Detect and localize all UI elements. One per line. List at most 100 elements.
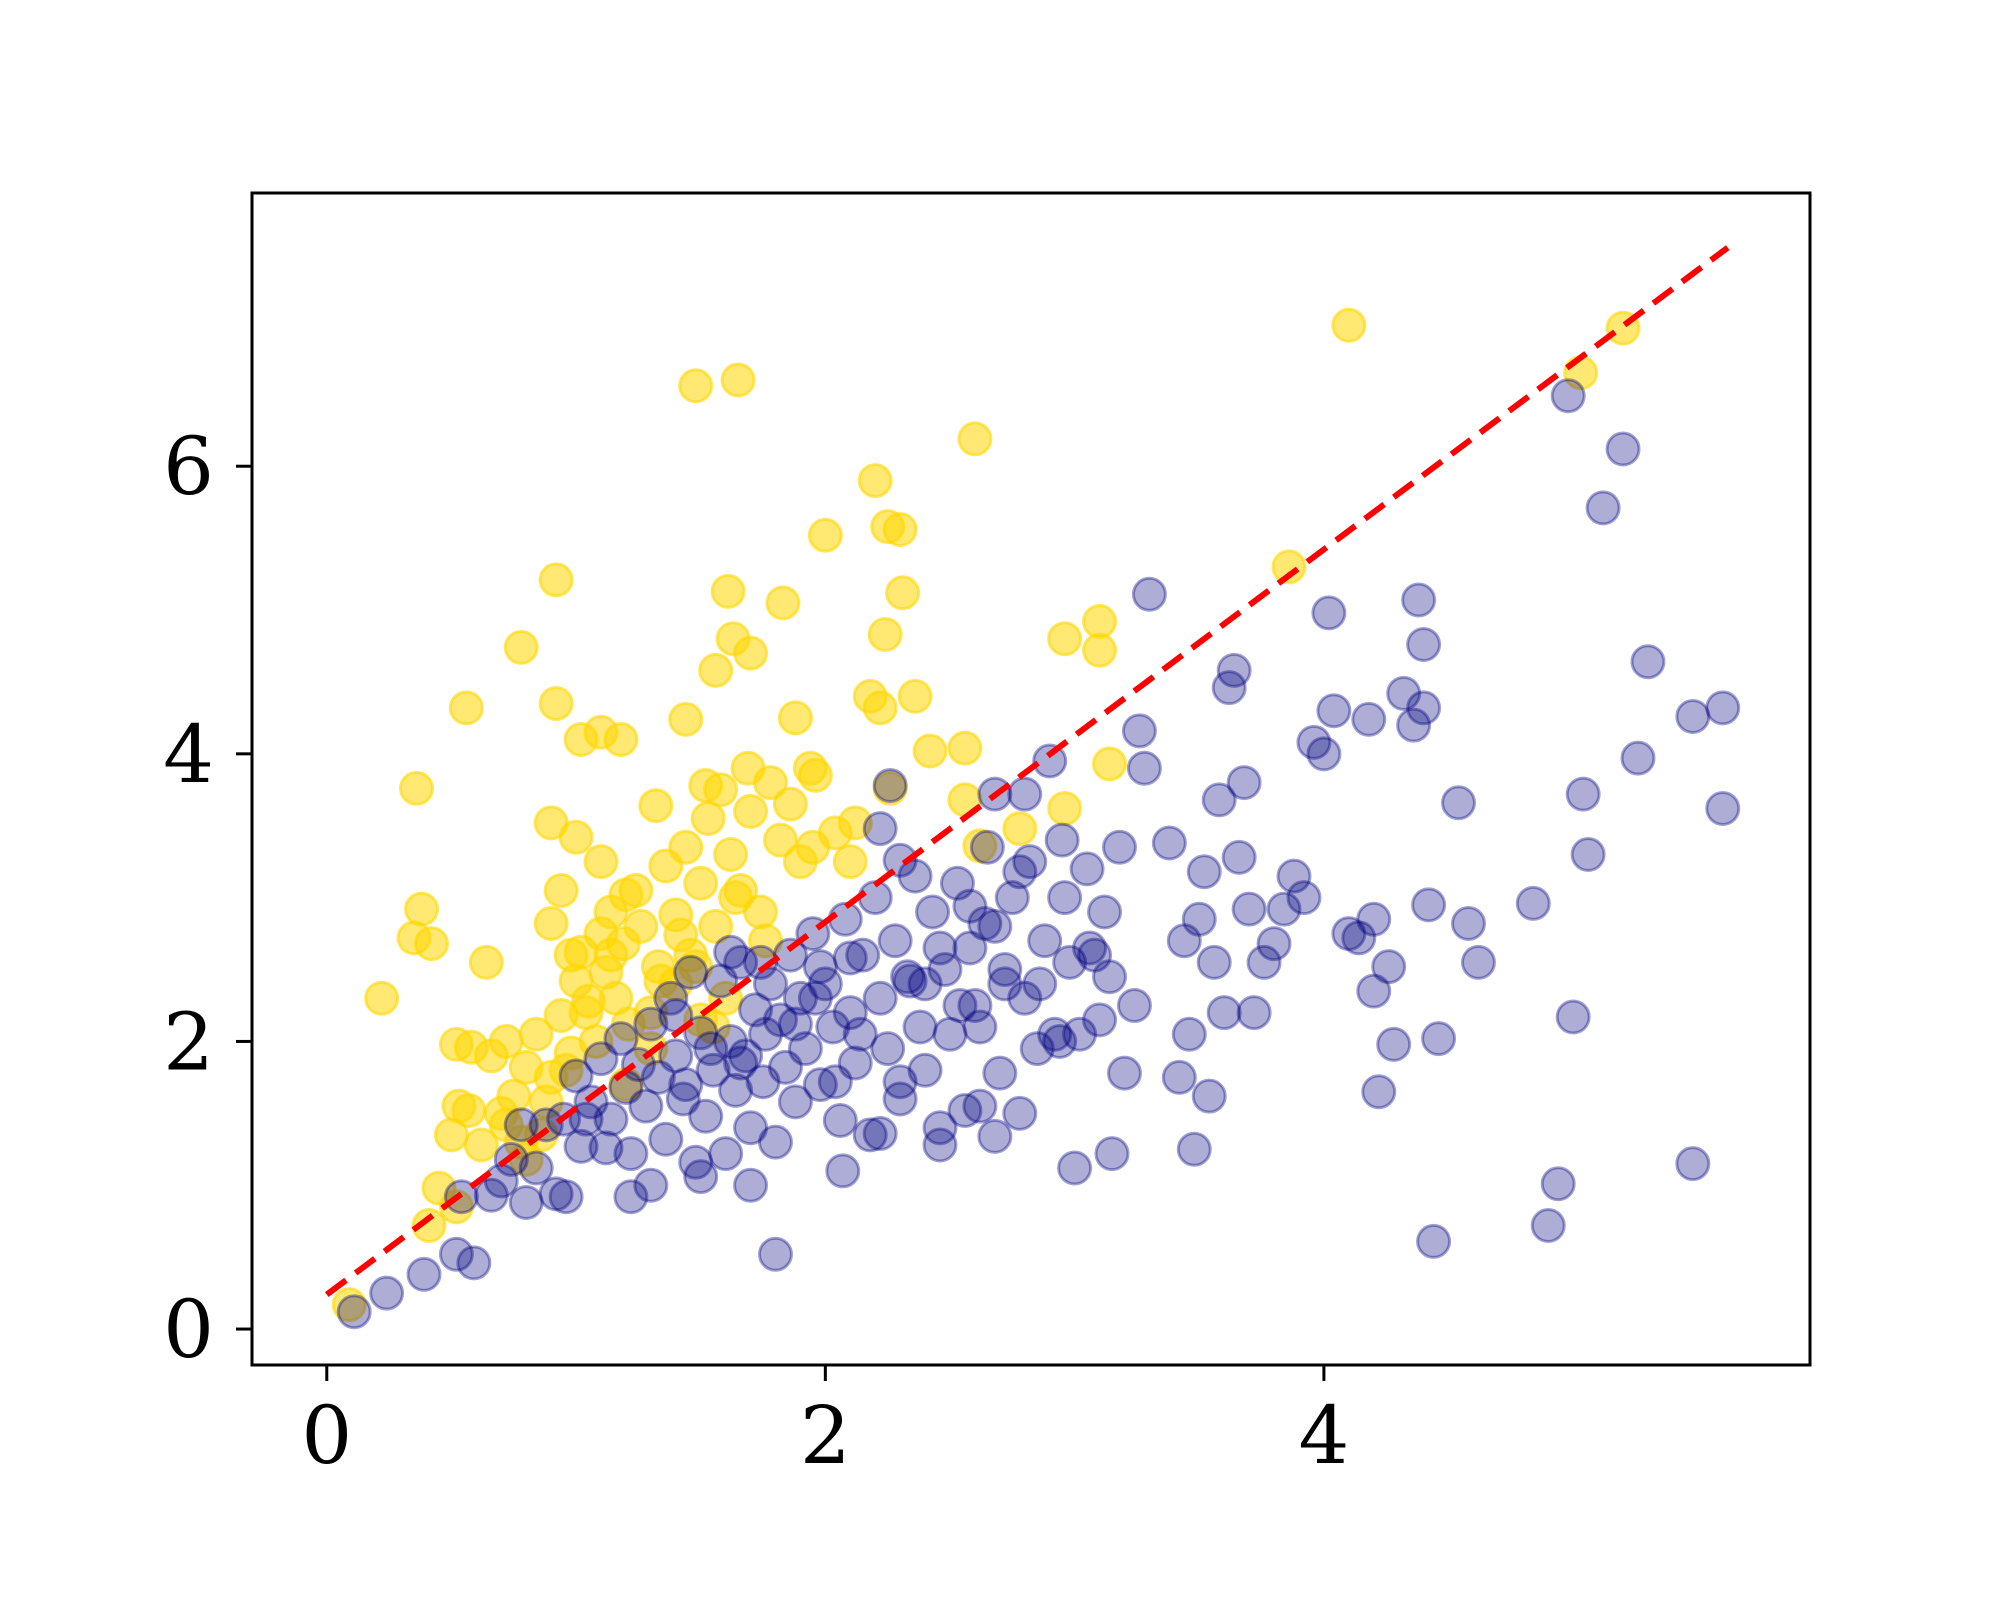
navy-point: [563, 1128, 599, 1164]
gold-point: [713, 836, 749, 872]
navy-point: [1266, 891, 1302, 927]
navy-point: [1705, 690, 1741, 726]
navy-point: [1341, 920, 1377, 956]
gold-point: [807, 517, 843, 553]
gold-point: [772, 786, 808, 822]
navy-point: [738, 992, 774, 1028]
navy-point: [748, 1016, 784, 1052]
navy-point: [892, 963, 928, 999]
navy-point: [1052, 944, 1088, 980]
navy-point: [1311, 595, 1347, 631]
navy-point: [832, 940, 868, 976]
navy-point: [1401, 582, 1437, 618]
gold-point: [404, 891, 440, 927]
navy-point: [1231, 891, 1267, 927]
navy-point: [907, 966, 943, 1002]
navy-point: [1331, 916, 1367, 952]
navy-point: [1450, 906, 1486, 942]
navy-point: [568, 1101, 604, 1137]
navy-point: [772, 937, 808, 973]
navy-point: [857, 880, 893, 916]
navy-point: [1376, 1026, 1412, 1062]
navy-point: [733, 1110, 769, 1146]
gold-point: [583, 844, 619, 880]
gold-point: [1002, 811, 1038, 847]
gold-point: [399, 770, 435, 806]
gold-point: [718, 880, 754, 916]
navy-point: [1570, 836, 1606, 872]
gold-point: [765, 585, 801, 621]
navy-point: [1396, 707, 1432, 743]
navy-point: [767, 1049, 803, 1085]
navy-point: [1101, 829, 1137, 865]
navy-point: [1057, 1150, 1093, 1186]
navy-point: [508, 1185, 544, 1221]
navy-point: [1201, 782, 1237, 818]
gold-point: [748, 923, 784, 959]
navy-point: [1515, 885, 1551, 921]
navy-point: [825, 1153, 861, 1189]
gold-point: [538, 686, 574, 722]
navy-point: [797, 980, 833, 1016]
navy-point: [733, 1167, 769, 1203]
gold-point: [548, 1052, 584, 1088]
navy-point: [1441, 785, 1477, 821]
navy-point: [743, 944, 779, 980]
navy-point: [1032, 743, 1068, 779]
navy-point: [1620, 740, 1656, 776]
navy-point: [1371, 949, 1407, 985]
navy-point: [1386, 675, 1422, 711]
navy-point: [658, 1038, 694, 1074]
gold-point: [603, 721, 639, 757]
navy-point: [1191, 1078, 1227, 1114]
navy-point: [648, 1121, 684, 1157]
navy-point: [708, 1136, 744, 1172]
navy-point: [628, 1088, 664, 1124]
navy-point: [1007, 980, 1043, 1016]
y-tick-label: 2: [163, 995, 214, 1088]
gold-point: [947, 730, 983, 766]
navy-point: [1042, 1023, 1078, 1059]
gold-point: [668, 701, 704, 737]
gold-point: [668, 829, 704, 865]
navy-point: [1356, 901, 1392, 937]
gold-point: [698, 908, 734, 944]
navy-point: [583, 1041, 619, 1077]
gold-point: [421, 1170, 457, 1206]
gold-series: [331, 307, 1641, 1323]
navy-point: [890, 959, 926, 995]
gold-point: [698, 652, 734, 688]
navy-point: [1361, 1074, 1397, 1110]
x-tick-label: 2: [800, 1389, 851, 1482]
gold-point: [663, 917, 699, 953]
navy-point: [782, 980, 818, 1016]
gold-point: [777, 700, 813, 736]
navy-point: [1186, 854, 1222, 890]
navy-point: [1351, 701, 1387, 737]
navy-point: [678, 1144, 714, 1180]
navy-point: [1211, 670, 1247, 706]
navy-point: [1062, 1016, 1098, 1052]
gold-point: [678, 949, 714, 985]
gold-point: [468, 944, 504, 980]
gold-point: [832, 844, 868, 880]
gold-point: [553, 937, 589, 973]
navy-point: [777, 1006, 813, 1042]
navy-point: [922, 1110, 958, 1146]
navy-point: [1216, 652, 1252, 688]
navy-point: [802, 1067, 838, 1103]
navy-point: [1221, 839, 1257, 875]
gold-point: [1092, 746, 1128, 782]
navy-point: [1565, 776, 1601, 812]
navy-point: [947, 1092, 983, 1128]
navy-point: [1126, 750, 1162, 786]
navy-point: [982, 1055, 1018, 1091]
gold-point: [733, 635, 769, 671]
navy-point: [882, 1081, 918, 1117]
gold-point: [897, 678, 933, 714]
navy-point: [1151, 825, 1187, 861]
gold-point: [912, 733, 948, 769]
navy-point: [1316, 693, 1352, 729]
navy-point: [633, 1006, 669, 1042]
